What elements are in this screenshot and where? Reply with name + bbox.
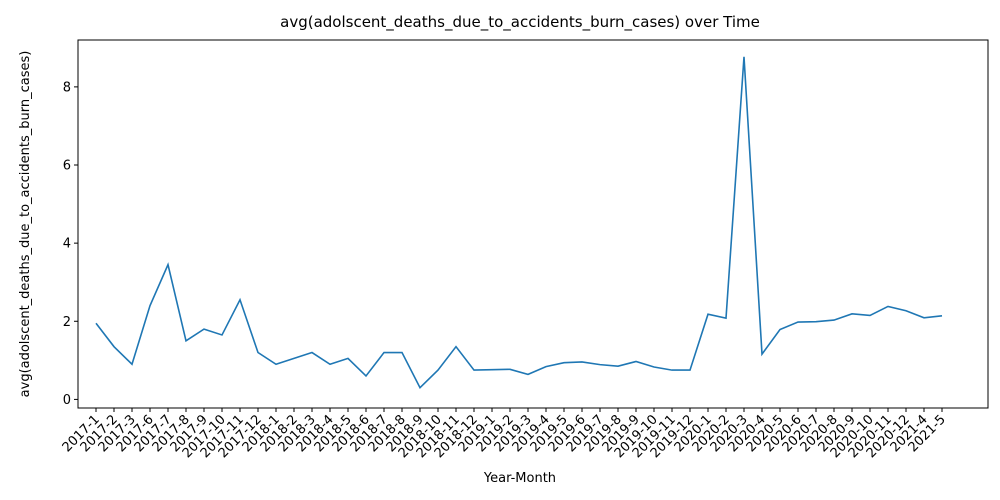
- y-tick-label: 2: [63, 315, 71, 330]
- y-axis-title: avg(adolscent_deaths_due_to_accidents_bu…: [18, 51, 33, 398]
- x-axis: 2017-12017-22017-32017-62017-72017-82017…: [60, 408, 949, 461]
- y-tick-label: 0: [63, 393, 71, 408]
- y-tick-label: 4: [63, 237, 71, 252]
- series-line: [95, 56, 943, 390]
- y-axis: 0 2 4 6 8: [63, 80, 78, 408]
- chart-title: avg(adolscent_deaths_due_to_accidents_bu…: [280, 13, 760, 32]
- x-axis-title: Year-Month: [483, 471, 556, 486]
- plot-frame: [77, 39, 989, 409]
- y-tick-label: 8: [63, 80, 71, 95]
- y-tick-label: 6: [63, 159, 71, 174]
